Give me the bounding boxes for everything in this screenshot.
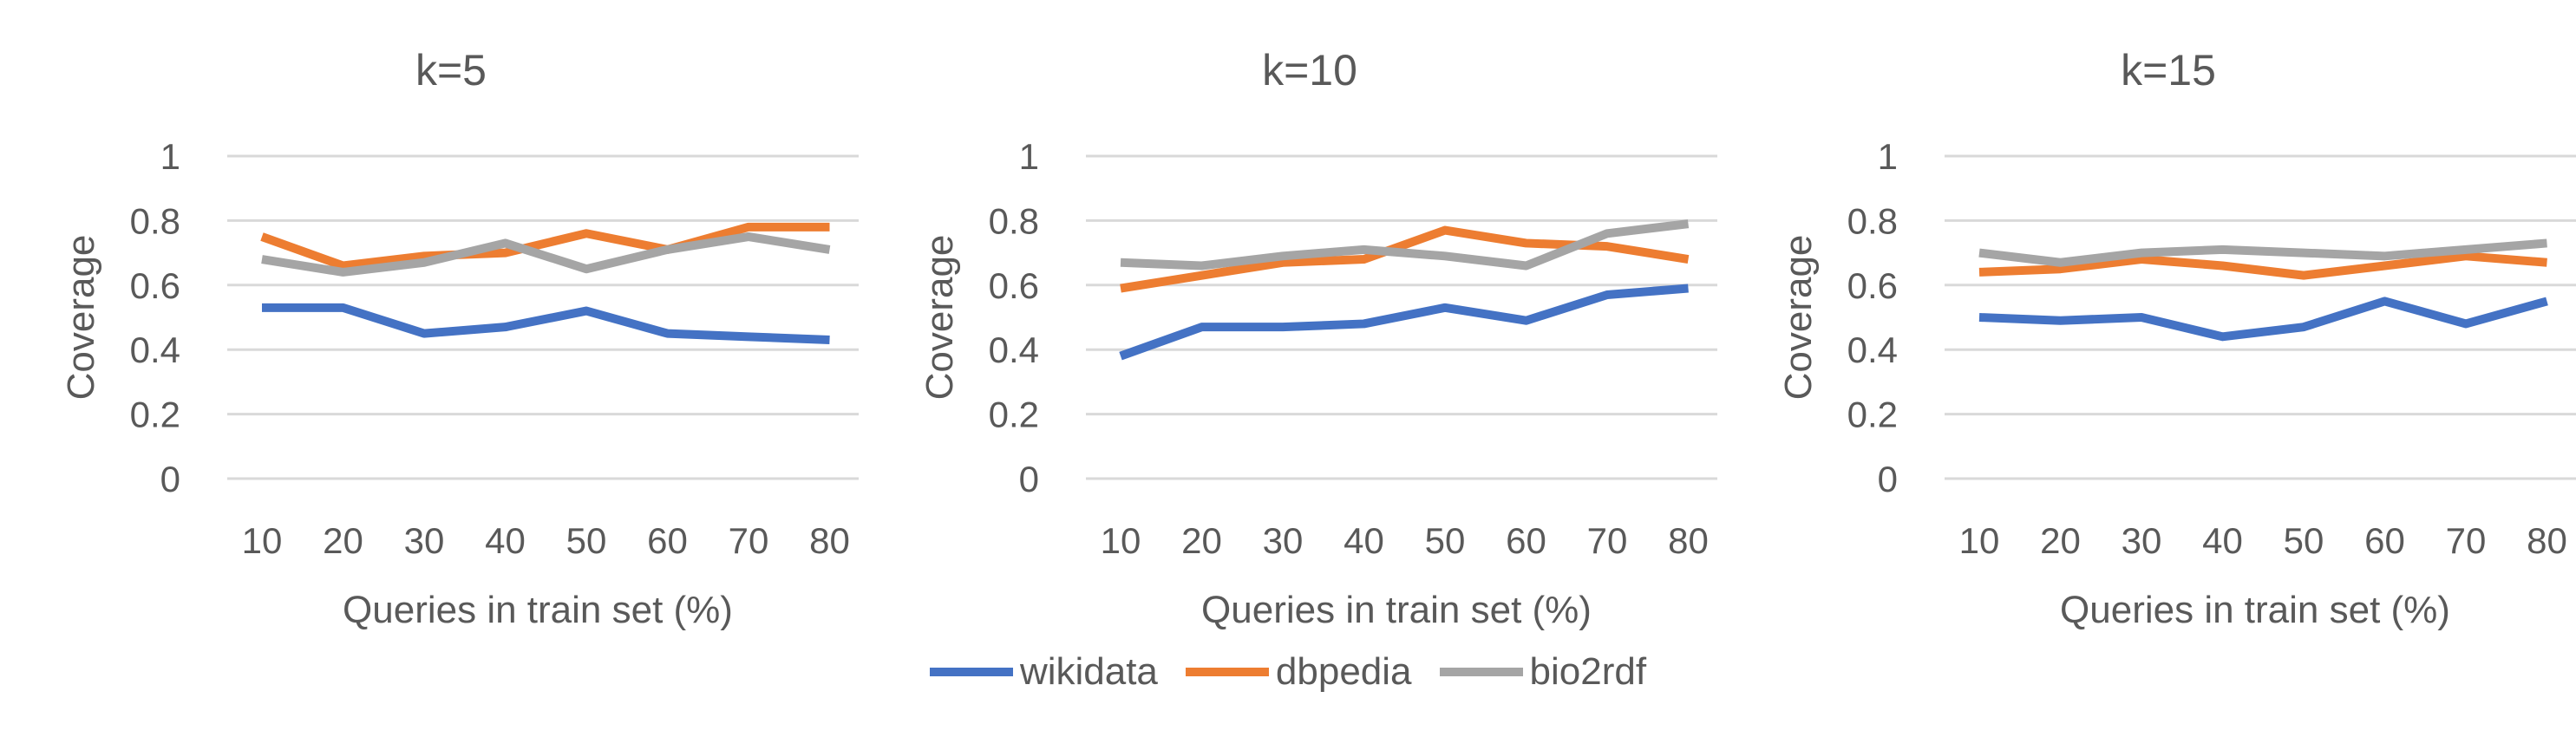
- chart-title: k=15: [2121, 46, 2216, 95]
- x-axis-title: Queries in train set (%): [1201, 589, 1592, 631]
- y-tick-label: 0.8: [989, 200, 1039, 241]
- series-line-bio2rdf: [261, 232, 831, 277]
- x-tick-label: 80: [809, 520, 850, 561]
- x-tick-label: 50: [566, 520, 607, 561]
- series-line-dbpedia: [260, 222, 830, 271]
- x-tick-label: 70: [2446, 520, 2487, 561]
- x-tick-label: 30: [2122, 520, 2162, 561]
- y-tick-label: 0.2: [1847, 395, 1898, 435]
- y-axis-title: Coverage: [919, 235, 961, 401]
- y-axis-title: Coverage: [60, 235, 102, 401]
- chart-k5: k=5 0 0.2 0.4 0.6 0.8 1 10 20 30 40 50 60 70 80 Queries…: [60, 46, 859, 631]
- x-tick-label: 20: [323, 520, 363, 561]
- y-tick-label: 1: [1019, 136, 1039, 177]
- legend-label: dbpedia: [1275, 650, 1412, 693]
- x-tick-label: 30: [404, 520, 445, 561]
- series-line-bio2rdf: [1120, 219, 1690, 271]
- legend-swatch-dbpedia: [1185, 668, 1269, 676]
- x-tick-label: 70: [729, 520, 769, 561]
- y-tick-label: 0.8: [130, 200, 180, 241]
- x-tick-label: 80: [1668, 520, 1709, 561]
- x-axis-title: Queries in train set (%): [343, 589, 733, 631]
- x-tick-label: 30: [1263, 520, 1304, 561]
- series-line-bio2rdf: [1978, 238, 2547, 267]
- y-tick-label: 0.6: [130, 265, 180, 306]
- x-tick-label: 10: [1101, 520, 1141, 561]
- chart-k10: k=10 0 0.2 0.4 0.6 0.8 1 10 20 30 40 50 60 70 80 Querie…: [919, 46, 1717, 631]
- legend-label: wikidata: [1019, 650, 1158, 693]
- legend: wikidata dbpedia bio2rdf: [0, 633, 2576, 711]
- x-tick-label: 10: [242, 520, 283, 561]
- x-tick-label: 10: [1959, 520, 2000, 561]
- y-tick-label: 0.8: [1847, 200, 1898, 241]
- x-tick-label: 40: [485, 520, 526, 561]
- legend-item-bio2rdf: bio2rdf: [1439, 650, 1647, 694]
- x-tick-label: 20: [2040, 520, 2081, 561]
- y-tick-label: 0.4: [989, 329, 1039, 370]
- y-tick-label: 0.2: [130, 395, 180, 435]
- y-tick-label: 0.2: [989, 395, 1039, 435]
- y-tick-label: 0.6: [989, 265, 1039, 306]
- y-tick-label: 0: [160, 459, 180, 499]
- series-line-dbpedia: [1978, 251, 2547, 280]
- y-axis-title: Coverage: [1777, 235, 1820, 401]
- legend-item-dbpedia: dbpedia: [1185, 650, 1412, 694]
- chart-title: k=10: [1262, 46, 1357, 95]
- legend-label: bio2rdf: [1529, 650, 1647, 693]
- series-line-wikidata: [1978, 297, 2548, 342]
- y-tick-label: 0.4: [1847, 329, 1898, 370]
- y-tick-label: 0.4: [130, 329, 180, 370]
- x-tick-label: 60: [1506, 520, 1546, 561]
- x-tick-label: 70: [1587, 520, 1628, 561]
- x-tick-label: 40: [2202, 520, 2243, 561]
- y-tick-label: 0: [1019, 459, 1039, 499]
- y-tick-label: 1: [1878, 136, 1898, 177]
- x-tick-label: 50: [2284, 520, 2324, 561]
- legend-swatch-bio2rdf: [1439, 668, 1523, 676]
- x-tick-label: 60: [647, 520, 688, 561]
- x-tick-label: 80: [2527, 520, 2567, 561]
- chart-title: k=5: [415, 46, 487, 95]
- y-tick-label: 1: [160, 136, 180, 177]
- y-tick-label: 0.6: [1847, 265, 1898, 306]
- series-line-dbpedia: [1120, 225, 1690, 293]
- y-tick-label: 0: [1878, 459, 1898, 499]
- legend-item-wikidata: wikidata: [929, 650, 1158, 694]
- series-line-wikidata: [262, 303, 830, 345]
- x-axis-title: Queries in train set (%): [2060, 589, 2450, 631]
- x-tick-label: 50: [1425, 520, 1466, 561]
- x-tick-label: 40: [1344, 520, 1384, 561]
- series-line-wikidata: [1119, 284, 1689, 361]
- legend-swatch-wikidata: [929, 668, 1013, 676]
- chart-k15: k=15 0 0.2 0.4 0.6 0.8 1 10 20 30 40 50 60 70 80 Querie…: [1777, 46, 2576, 631]
- x-tick-label: 60: [2364, 520, 2405, 561]
- x-tick-label: 20: [1181, 520, 1222, 561]
